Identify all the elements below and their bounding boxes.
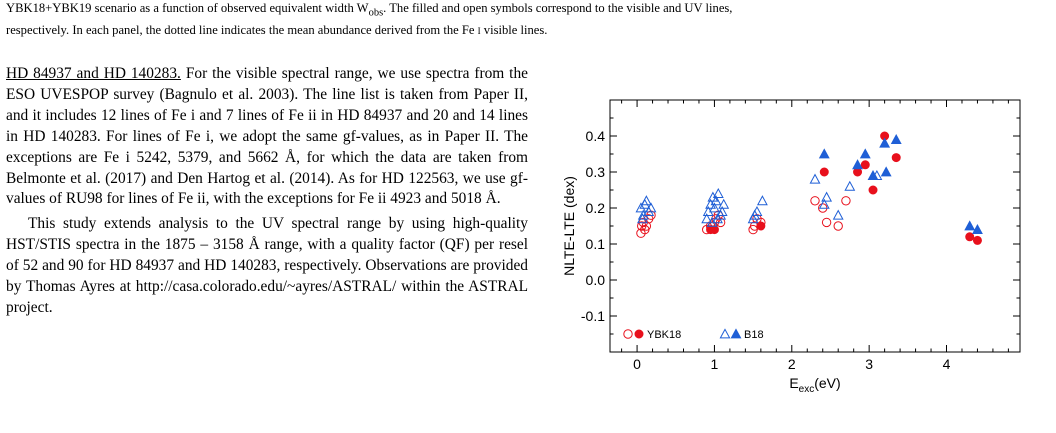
ybk18-circle-filled-point — [819, 167, 829, 177]
y-tick-label: 0.0 — [586, 272, 606, 288]
b18-triangle-filled-point — [852, 159, 863, 170]
b18-triangle-open-point — [706, 216, 718, 227]
caption-subscript: obs — [368, 7, 384, 19]
ybk18-circle-open-point — [833, 221, 843, 231]
b18-triangle-open-point — [637, 213, 648, 224]
b18-triangle-open-point — [635, 202, 647, 213]
caption-text: . The filled and open symbols correspond… — [383, 1, 733, 15]
b18-triangle-filled-point — [859, 148, 871, 159]
b18-triangle-open-point — [832, 209, 844, 220]
b18-triangle-filled-point — [880, 166, 892, 177]
b18-triangle-open-point — [712, 187, 724, 199]
ybk18-circle-filled-point — [965, 232, 975, 242]
legend-ybk18-marker — [623, 329, 633, 339]
legend-b18-marker — [719, 328, 731, 339]
legend-ybk18-marker — [634, 329, 644, 339]
b18-triangle-open-point — [751, 205, 763, 217]
paragraph-heading: HD 84937 and HD 140283. — [6, 65, 181, 82]
x-axis-label: Eexc(eV) — [789, 375, 840, 395]
b18-triangle-open-point — [701, 213, 713, 224]
paragraph-2: This study extends analysis to the UV sp… — [6, 214, 528, 319]
ybk18-circle-filled-point — [756, 221, 766, 231]
ybk18-circle-filled-point — [860, 160, 870, 170]
y-tick-label: -0.1 — [581, 308, 605, 324]
figure-panel: 0 1 2 3 4 -0.1 0.0 0.1 0.2 0.3 0.4 Eexc(eV) NLTE-LTE… — [560, 92, 1030, 412]
b18-triangle-open-point — [708, 202, 720, 213]
b18-triangle-filled-point — [890, 133, 902, 145]
b18-triangle-open-point — [640, 195, 652, 206]
ybk18-circle-filled-point — [709, 225, 719, 235]
y-tick-label: 0.3 — [586, 164, 606, 180]
figure-caption: YBK18+YBK19 scenario as a function of ob… — [6, 0, 1050, 38]
b18-triangle-open-point — [705, 198, 717, 209]
paragraph-1-text: For the visible spectral range, we use s… — [6, 65, 528, 208]
x-tick-label: 3 — [865, 356, 873, 372]
caption-text: respectively. In each panel, the dotted … — [6, 22, 475, 37]
plot-frame — [609, 99, 1021, 353]
b18-triangle-filled-point — [879, 137, 891, 148]
ybk18-circle-open-point — [637, 221, 647, 231]
b18-triangle-open-point — [712, 213, 723, 224]
legend-label: YBK18 — [647, 329, 681, 341]
b18-triangle-open-point — [809, 173, 821, 184]
x-tick-label: 2 — [788, 356, 796, 372]
b18-triangle-open-point — [821, 191, 833, 202]
b18-triangle-filled-point — [972, 223, 983, 235]
ybk18-circle-filled-point — [868, 185, 878, 195]
y-tick-label: 0.2 — [586, 200, 606, 216]
caption-roman-numeral: i — [477, 22, 481, 37]
b18-triangle-open-point — [844, 180, 856, 191]
paragraph-2-text: This study extends analysis to the UV sp… — [6, 215, 528, 316]
ybk18-circle-filled-point — [891, 153, 901, 163]
legend-b18-marker — [730, 328, 742, 339]
ybk18-circle-filled-point — [972, 235, 982, 245]
caption-line-2: respectively. In each panel, the dotted … — [6, 22, 1050, 38]
x-tick-label: 0 — [633, 356, 641, 372]
b18-triangle-open-point — [818, 198, 830, 209]
ybk18-circle-open-point — [821, 217, 832, 228]
b18-triangle-open-point — [710, 195, 722, 206]
b18-triangle-filled-point — [964, 220, 976, 231]
y-axis-label: NLTE-LTE (dex) — [561, 176, 577, 276]
paragraph-1: HD 84937 and HD 140283. For the visible … — [6, 64, 528, 210]
nlte-lte-scatter-chart: 0 1 2 3 4 -0.1 0.0 0.1 0.2 0.3 0.4 Eexc(eV) NLTE-LTE… — [561, 99, 1021, 395]
b18-triangle-filled-point — [818, 148, 830, 159]
caption-text: visible lines. — [480, 22, 548, 37]
ybk18-circle-open-point — [810, 196, 820, 206]
b18-triangle-open-point — [645, 202, 657, 213]
legend-label: B18 — [744, 329, 764, 341]
caption-line-1: YBK18+YBK19 scenario as a function of ob… — [6, 0, 1050, 22]
b18-triangle-open-point — [716, 205, 728, 217]
b18-triangle-open-point — [637, 209, 649, 220]
b18-triangle-open-point — [756, 195, 768, 206]
b18-triangle-filled-point — [867, 169, 879, 181]
caption-text: YBK18+YBK19 scenario as a function of ob… — [6, 1, 369, 15]
b18-triangle-open-point — [718, 198, 730, 209]
y-tick-label: 0.4 — [586, 128, 606, 144]
x-tick-label: 4 — [943, 356, 951, 372]
y-tick-label: 0.1 — [586, 236, 606, 252]
ybk18-circle-open-point — [841, 196, 851, 206]
body-column: HD 84937 and HD 140283. For the visible … — [6, 64, 528, 319]
x-tick-label: 1 — [711, 356, 719, 372]
